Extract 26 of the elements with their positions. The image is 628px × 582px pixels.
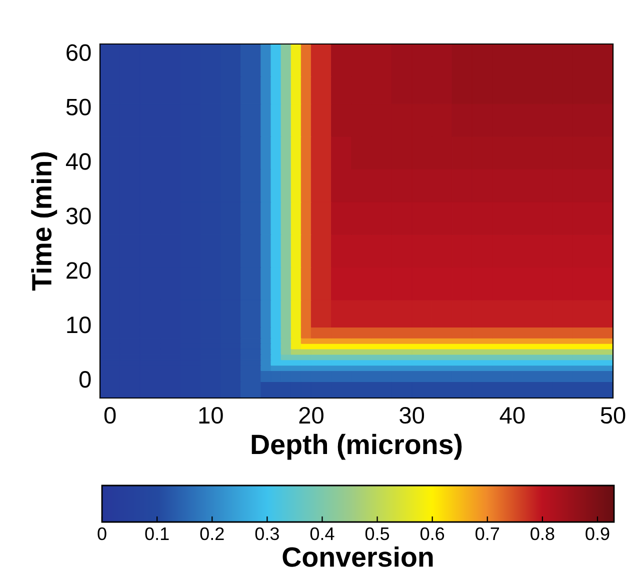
x-tick-label: 20 — [299, 406, 324, 424]
color-bar-label: 0.1 — [145, 527, 169, 540]
x-tick-label: 0 — [104, 406, 116, 424]
color-bar-title: Conversion — [282, 546, 433, 567]
x-axis-title: Depth (microns) — [252, 434, 462, 460]
color-bar-label: 0.2 — [200, 527, 224, 540]
x-tick-label: 30 — [400, 406, 424, 424]
y-tick-label: 50 — [66, 98, 91, 116]
y-tick-label: 0 — [79, 371, 91, 388]
color-bar-label: 0.5 — [365, 527, 390, 540]
y-tick-label: 20 — [66, 262, 91, 279]
y-tick-label: 10 — [67, 316, 91, 334]
color-bar-label: 0.3 — [255, 527, 279, 540]
y-tick-label: 30 — [66, 208, 91, 224]
y-tick-label: 60 — [66, 44, 91, 61]
color-bar-label: 0.9 — [586, 527, 610, 540]
color-bar-label: 0 — [98, 527, 106, 540]
color-bar-label: 0.4 — [310, 527, 334, 540]
y-tick-label: 40 — [66, 153, 91, 170]
color-bar-label: 0.8 — [530, 527, 554, 540]
x-tick-label: 10 — [199, 406, 223, 424]
y-axis-title: Time (min) — [31, 152, 58, 291]
x-tick-label: 40 — [500, 406, 525, 424]
color-bar-label: 0.6 — [420, 527, 444, 540]
x-tick-label: 50 — [600, 406, 626, 424]
color-bar-label: 0.7 — [476, 527, 500, 540]
